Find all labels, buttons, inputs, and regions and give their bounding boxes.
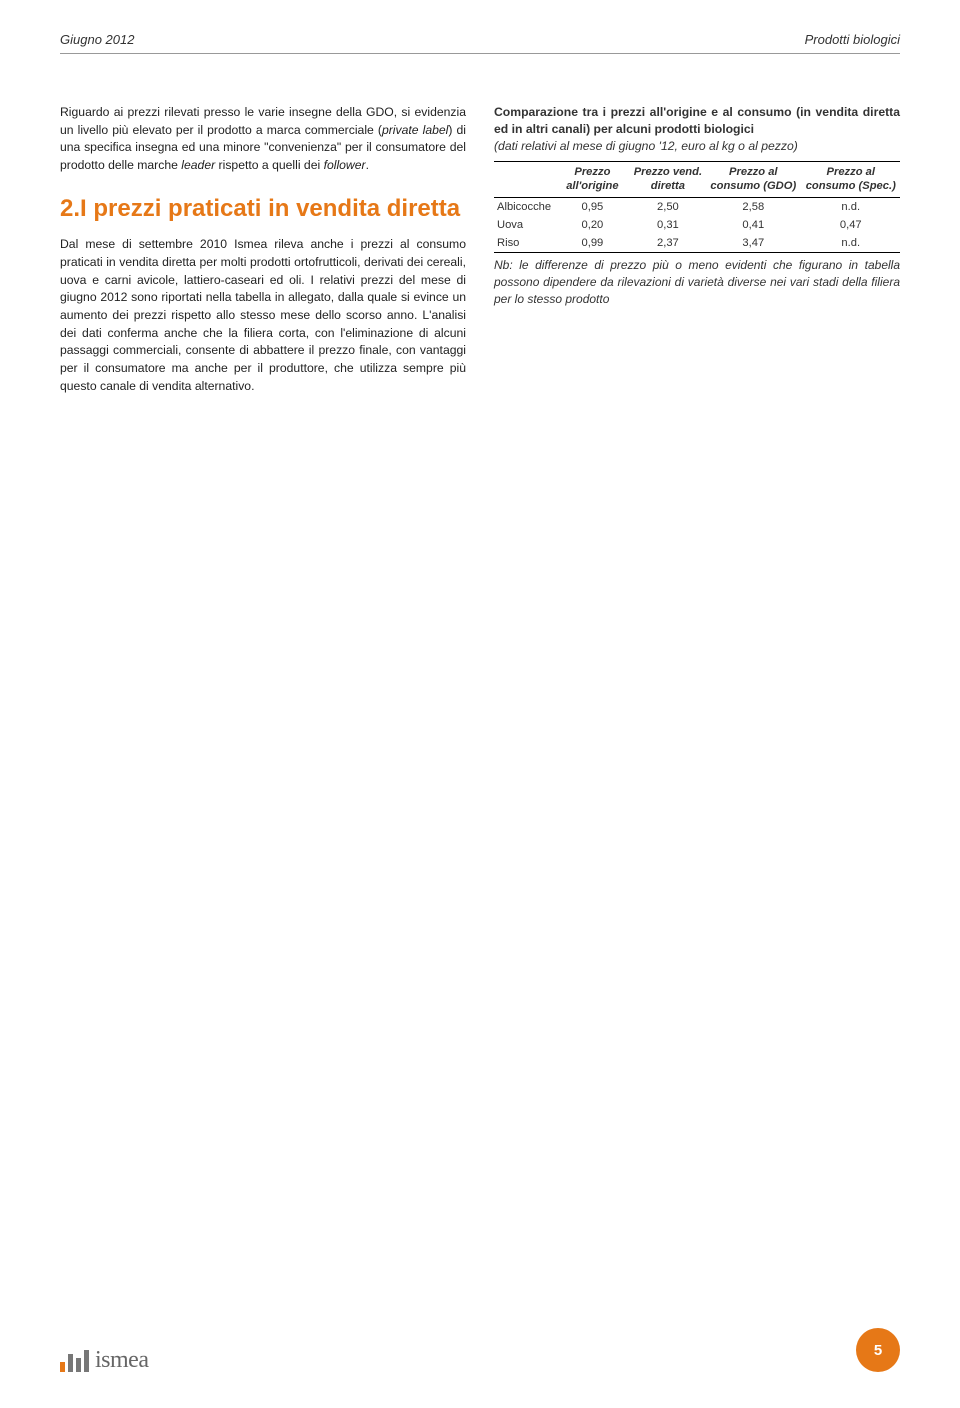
header-left: Giugno 2012 (60, 32, 134, 47)
content-area: Riguardo ai prezzi rilevati presso le va… (0, 104, 960, 396)
header-right: Prodotti biologici (805, 32, 900, 47)
cell-value: n.d. (802, 198, 900, 217)
table-header-row: Prezzo all'origine Prezzo vend. diretta … (494, 162, 900, 198)
section-heading: 2.I prezzi praticati in vendita diretta (60, 195, 466, 223)
cell-product: Riso (494, 234, 554, 253)
cell-value: 0,41 (705, 216, 801, 234)
page-header: Giugno 2012 Prodotti biologici (0, 0, 960, 53)
left-column: Riguardo ai prezzi rilevati presso le va… (60, 104, 466, 396)
table-row: Uova 0,20 0,31 0,41 0,47 (494, 216, 900, 234)
cell-value: 0,20 (554, 216, 631, 234)
cell-value: n.d. (802, 234, 900, 253)
table-subtitle: (dati relativi al mese di giugno '12, eu… (494, 138, 900, 155)
cell-value: 0,31 (631, 216, 705, 234)
cell-value: 0,95 (554, 198, 631, 217)
page-number: 5 (856, 1328, 900, 1372)
table-note: Nb: le differenze di prezzo più o meno e… (494, 257, 900, 307)
th-direct: Prezzo vend. diretta (631, 162, 705, 198)
cell-product: Albicocche (494, 198, 554, 217)
cell-product: Uova (494, 216, 554, 234)
cell-value: 0,47 (802, 216, 900, 234)
logo-text: ismea (95, 1348, 148, 1372)
th-gdo: Prezzo al consumo (GDO) (705, 162, 801, 198)
th-spec: Prezzo al consumo (Spec.) (802, 162, 900, 198)
cell-value: 2,37 (631, 234, 705, 253)
table-row: Riso 0,99 2,37 3,47 n.d. (494, 234, 900, 253)
th-product (494, 162, 554, 198)
table-title: Comparazione tra i prezzi all'origine e … (494, 104, 900, 138)
paragraph-1: Riguardo ai prezzi rilevati presso le va… (60, 104, 466, 175)
cell-value: 3,47 (705, 234, 801, 253)
cell-value: 2,50 (631, 198, 705, 217)
paragraph-2: Dal mese di settembre 2010 Ismea rileva … (60, 236, 466, 395)
price-table: Prezzo all'origine Prezzo vend. diretta … (494, 161, 900, 253)
page-footer: ismea 5 (0, 1328, 960, 1372)
logo-bars-icon (60, 1350, 89, 1372)
header-rule (60, 53, 900, 54)
ismea-logo: ismea (60, 1348, 148, 1372)
cell-value: 0,99 (554, 234, 631, 253)
table-row: Albicocche 0,95 2,50 2,58 n.d. (494, 198, 900, 217)
cell-value: 2,58 (705, 198, 801, 217)
right-column: Comparazione tra i prezzi all'origine e … (494, 104, 900, 396)
comparison-table-block: Comparazione tra i prezzi all'origine e … (494, 104, 900, 308)
th-origin: Prezzo all'origine (554, 162, 631, 198)
